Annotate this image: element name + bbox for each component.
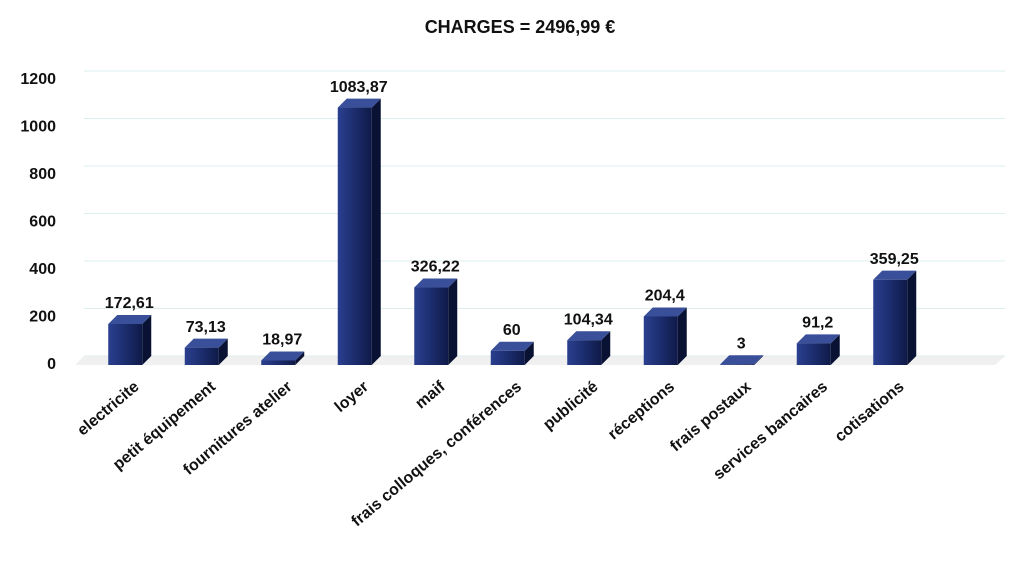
x-tick-label: loyer (332, 378, 372, 416)
bar-side (754, 355, 764, 365)
bar (567, 340, 602, 365)
value-label: 172,61 (105, 295, 154, 312)
value-label: 3 (737, 336, 746, 353)
bar-side (295, 351, 305, 365)
bar-side (601, 331, 611, 365)
bar (261, 360, 296, 365)
x-tick-label: maif (412, 378, 449, 413)
bar-side (448, 278, 458, 365)
bar-side (524, 341, 534, 365)
value-label: 359,25 (870, 251, 919, 268)
x-tick-label: cotisations (832, 378, 908, 445)
bar-top (796, 334, 840, 344)
chart-title: CHARGES = 2496,99 € (425, 17, 616, 37)
bar (108, 324, 143, 365)
bar-top (184, 338, 228, 348)
bar-side (218, 338, 228, 365)
bar (337, 107, 372, 365)
y-tick-label: 800 (29, 166, 56, 183)
y-tick-label: 1000 (20, 119, 56, 136)
y-tick-label: 600 (29, 214, 56, 231)
bar (490, 350, 525, 365)
bar-top (567, 331, 611, 341)
x-tick-label: electricite (74, 378, 142, 439)
value-label: 18,97 (262, 332, 302, 349)
floor (75, 356, 1005, 365)
bar-top (873, 270, 917, 280)
y-tick-label: 400 (29, 261, 56, 278)
value-label: 326,22 (411, 259, 460, 276)
bar (873, 279, 908, 365)
bar-top (337, 98, 381, 108)
bar (643, 316, 678, 365)
bar (720, 364, 755, 365)
value-label: 104,34 (564, 311, 613, 328)
bar-top (490, 341, 534, 351)
y-tick-label: 200 (29, 309, 56, 326)
bar-top (720, 355, 764, 365)
bar (796, 343, 831, 365)
bar-top (643, 307, 687, 317)
bar-side (830, 334, 840, 365)
value-label: 1083,87 (330, 79, 388, 96)
value-label: 91,2 (802, 315, 833, 332)
bar-side (907, 270, 917, 365)
bar-side (371, 98, 381, 365)
x-tick-label: réceptions (605, 378, 678, 443)
value-label: 60 (503, 322, 521, 339)
value-label: 204,4 (645, 288, 685, 305)
x-tick-label: publicité (540, 378, 601, 433)
bar-side (677, 307, 687, 365)
bar-top (108, 315, 152, 325)
bar (414, 287, 449, 365)
value-label: 73,13 (186, 319, 226, 336)
y-tick-label: 0 (47, 356, 56, 373)
bar-side (142, 315, 152, 365)
bar-top (261, 351, 305, 361)
y-tick-label: 1200 (20, 71, 56, 88)
bar-top (414, 278, 458, 288)
bar (184, 347, 219, 365)
